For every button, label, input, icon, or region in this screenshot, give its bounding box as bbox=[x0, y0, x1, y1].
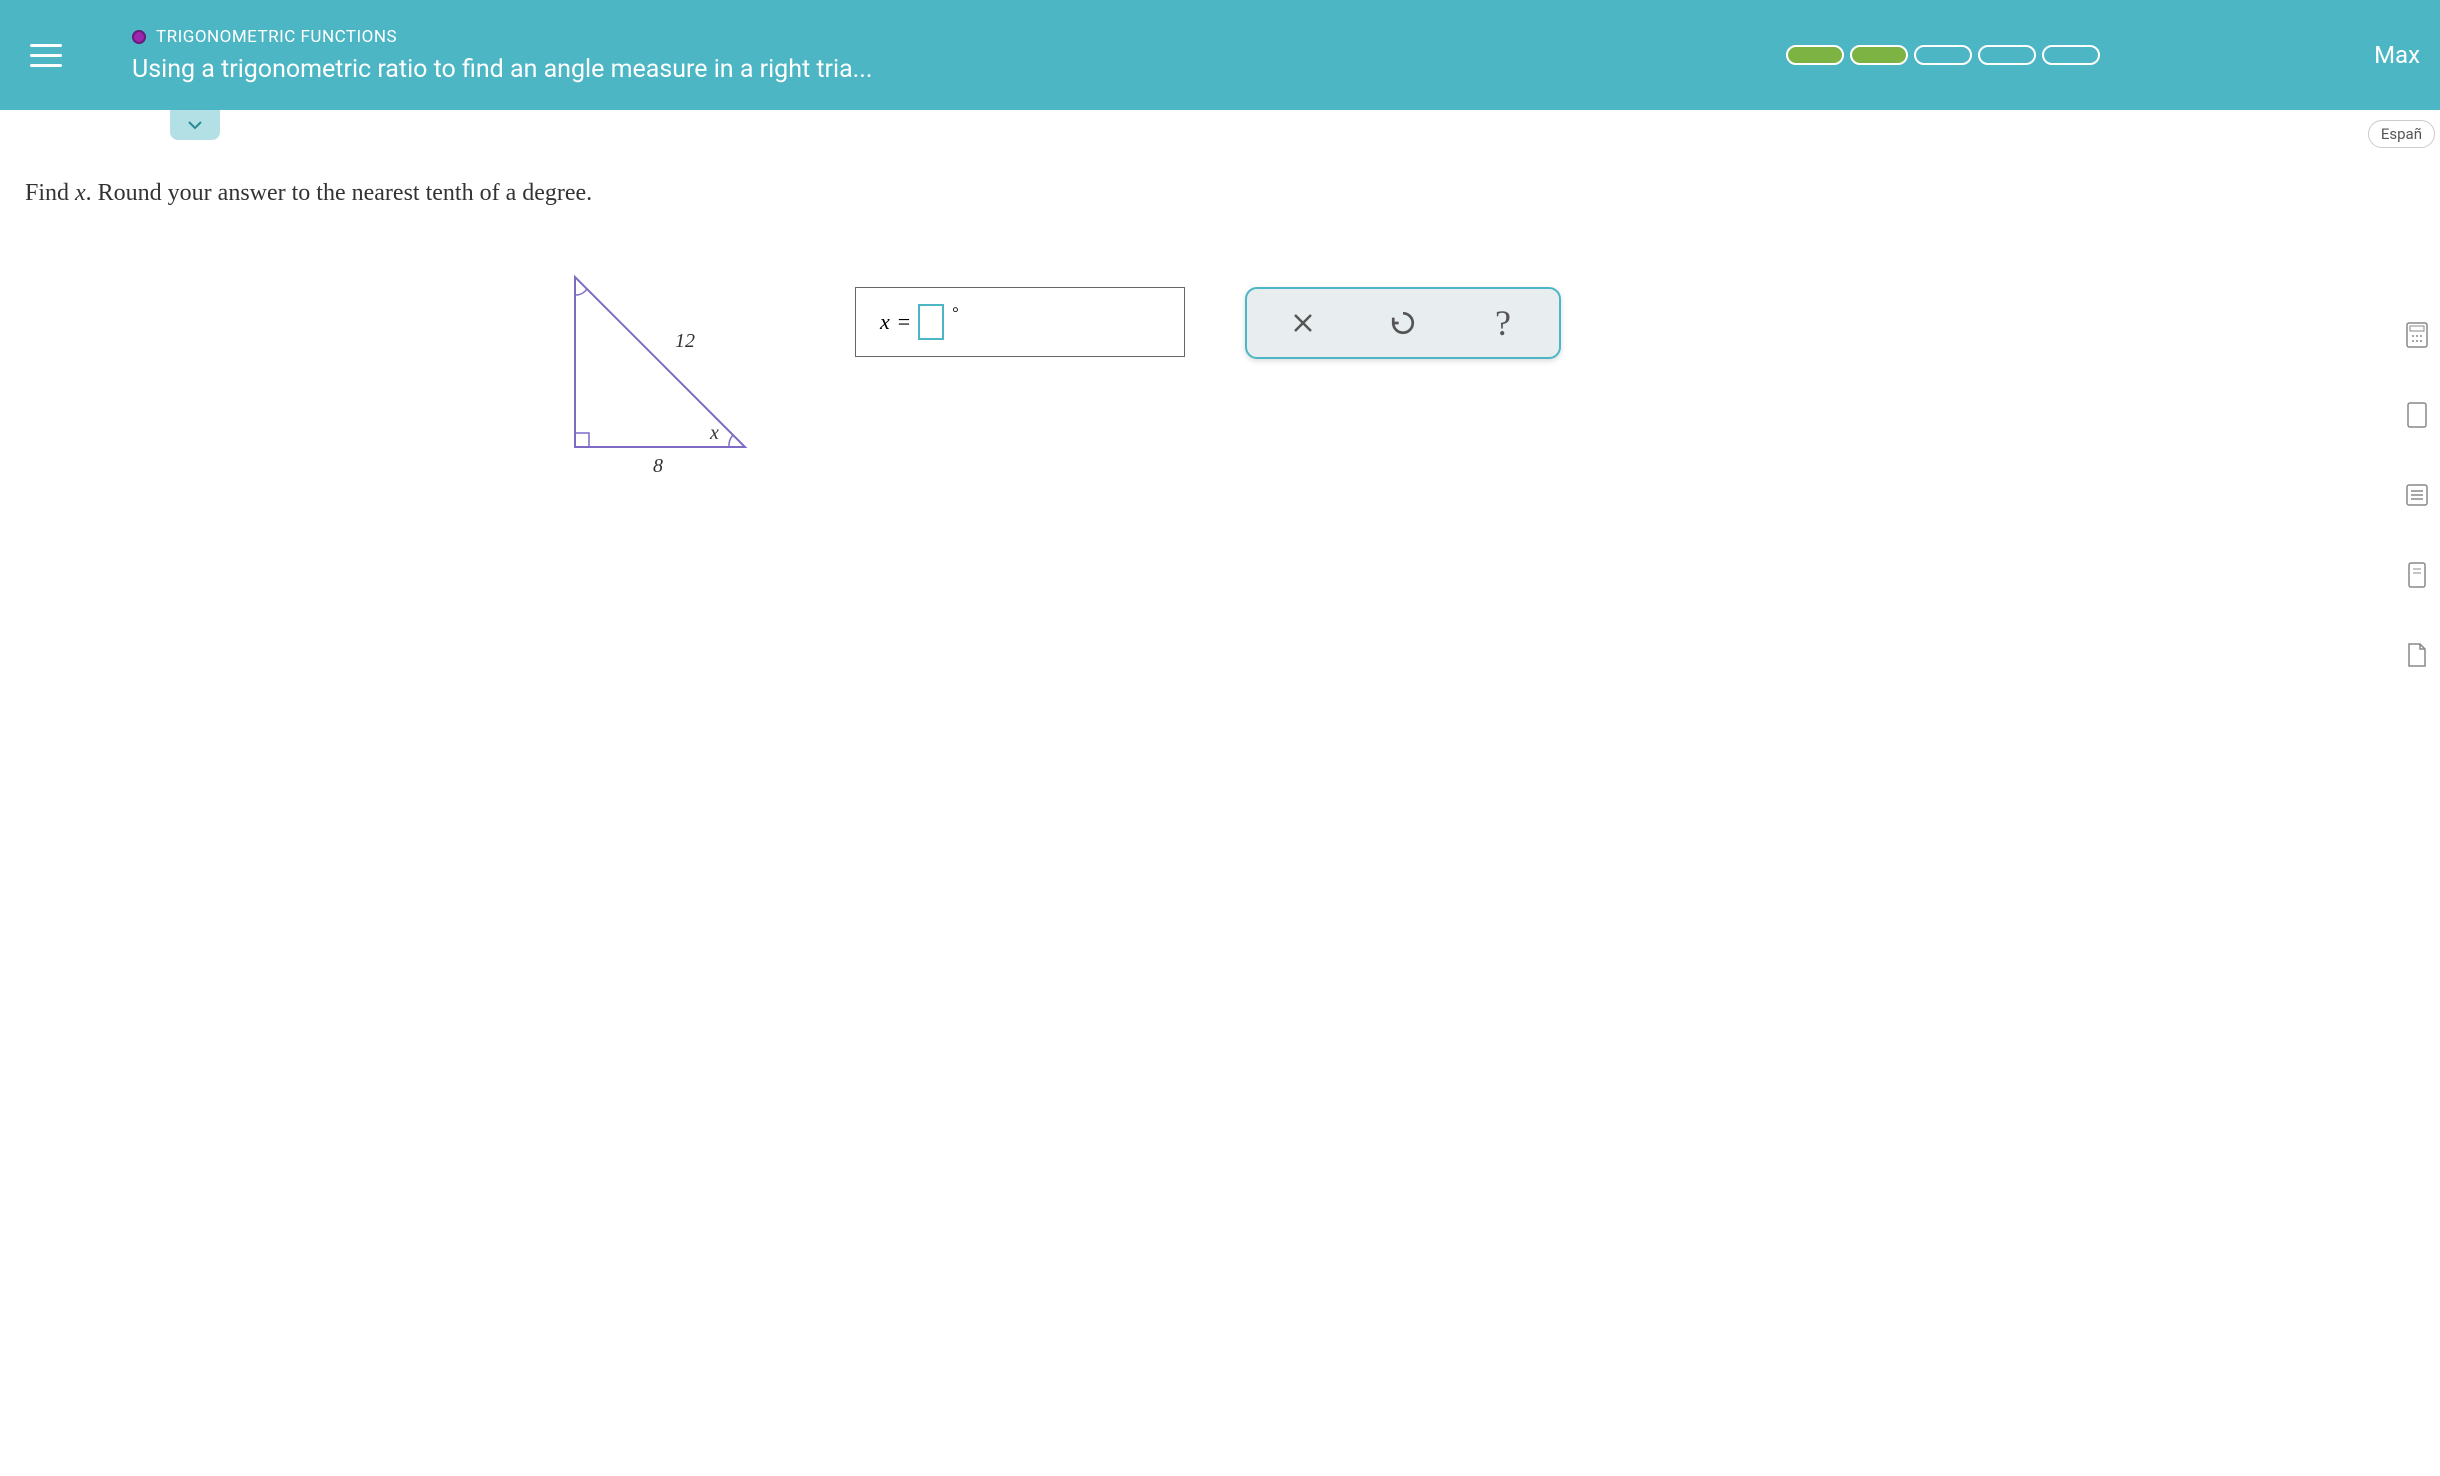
content-area: Find x. Round your answer to the nearest… bbox=[0, 160, 2440, 517]
action-toolbar: ? bbox=[1245, 287, 1561, 359]
progress-segment bbox=[1786, 45, 1844, 65]
list-icon[interactable] bbox=[2402, 480, 2432, 510]
page-header: TRIGONOMETRIC FUNCTIONS Using a trigonom… bbox=[0, 0, 2440, 110]
hypotenuse-label: 12 bbox=[675, 330, 695, 352]
right-toolbar bbox=[2402, 320, 2440, 670]
answer-equals: = bbox=[898, 309, 910, 335]
answer-input[interactable] bbox=[918, 304, 944, 340]
base-label: 8 bbox=[653, 455, 663, 477]
dropdown-tab[interactable] bbox=[170, 110, 220, 140]
language-button[interactable]: Españ bbox=[2368, 120, 2435, 148]
progress-indicator bbox=[1786, 45, 2100, 65]
question-text: Find x. Round your answer to the nearest… bbox=[25, 180, 2415, 207]
degree-symbol: ° bbox=[952, 305, 958, 323]
header-content: TRIGONOMETRIC FUNCTIONS Using a trigonom… bbox=[132, 27, 872, 84]
calculator-icon[interactable] bbox=[2402, 320, 2432, 350]
progress-segment bbox=[1978, 45, 2036, 65]
category-dot-icon bbox=[132, 30, 146, 44]
answer-box: x = ° bbox=[855, 287, 1185, 357]
category-label: TRIGONOMETRIC FUNCTIONS bbox=[156, 27, 397, 47]
help-button[interactable]: ? bbox=[1453, 295, 1553, 351]
undo-icon bbox=[1390, 310, 1416, 336]
page-title: Using a trigonometric ratio to find an a… bbox=[132, 55, 872, 84]
help-icon: ? bbox=[1495, 302, 1511, 344]
question-prefix: Find bbox=[25, 180, 75, 206]
close-icon bbox=[1291, 311, 1315, 335]
angle-label: x bbox=[709, 422, 719, 444]
user-name[interactable]: Max bbox=[2374, 41, 2420, 69]
answer-variable: x bbox=[880, 309, 890, 335]
progress-segment bbox=[2042, 45, 2100, 65]
progress-segment bbox=[1914, 45, 1972, 65]
clear-button[interactable] bbox=[1253, 295, 1353, 351]
notepad-icon[interactable] bbox=[2402, 400, 2432, 430]
menu-button[interactable] bbox=[20, 34, 72, 77]
progress-segment bbox=[1850, 45, 1908, 65]
undo-button[interactable] bbox=[1353, 295, 1453, 351]
problem-area: 12 x 8 x = ° ? bbox=[25, 267, 2415, 497]
question-variable: x bbox=[75, 180, 86, 206]
chevron-down-icon bbox=[188, 120, 202, 130]
question-suffix: . Round your answer to the nearest tenth… bbox=[86, 180, 593, 206]
document-icon[interactable] bbox=[2402, 640, 2432, 670]
subheader: Españ bbox=[0, 110, 2440, 160]
category-row: TRIGONOMETRIC FUNCTIONS bbox=[132, 27, 872, 47]
bookmark-icon[interactable] bbox=[2402, 560, 2432, 590]
triangle-figure: 12 x 8 bbox=[545, 267, 795, 497]
